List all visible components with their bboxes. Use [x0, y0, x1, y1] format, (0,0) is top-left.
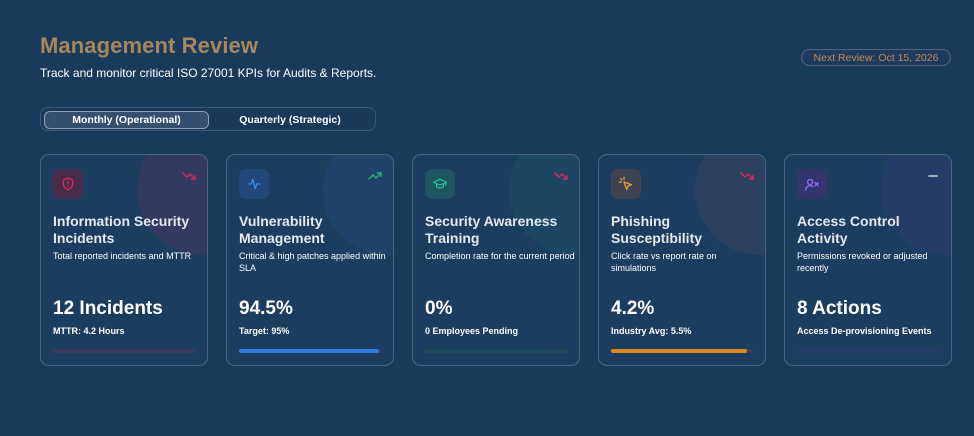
progress-bar — [797, 349, 939, 353]
graduation-cap-icon — [425, 169, 455, 199]
kpi-card-security-incidents[interactable]: Information Security Incidents Total rep… — [40, 154, 208, 366]
card-title: Vulnerability Management — [239, 213, 325, 246]
card-description: Total reported incidents and MTTR — [53, 251, 192, 261]
card-value: 8 Actions — [797, 298, 882, 319]
card-value: 12 Incidents — [53, 298, 163, 319]
trend-up-icon — [368, 168, 382, 180]
card-title: Information Security Incidents — [53, 213, 190, 246]
shield-icon — [53, 169, 83, 199]
trend-down-icon — [554, 168, 568, 180]
progress-bar — [239, 349, 381, 353]
card-title: Access Control Activity — [797, 213, 900, 246]
tab-quarterly[interactable]: Quarterly (Strategic) — [239, 114, 341, 126]
next-review-badge: Next Review: Oct 15, 2026 — [801, 49, 951, 66]
period-tabs: Monthly (Operational) Quarterly (Strateg… — [40, 107, 376, 131]
dash-icon — [926, 168, 940, 178]
page-subtitle: Track and monitor critical ISO 27001 KPI… — [40, 66, 377, 80]
activity-icon — [239, 169, 269, 199]
kpi-card-vulnerability-management[interactable]: Vulnerability Management Critical & high… — [226, 154, 394, 366]
kpi-card-access-control[interactable]: Access Control Activity Permissions revo… — [784, 154, 952, 366]
card-subtext: MTTR: 4.2 Hours — [53, 326, 125, 336]
cursor-click-icon — [611, 169, 641, 199]
card-description: Permissions revoked or adjusted recently — [797, 251, 928, 273]
trend-down-icon — [182, 168, 196, 180]
card-description: Completion rate for the current period — [425, 251, 575, 261]
card-value: 94.5% — [239, 298, 293, 319]
progress-fill — [611, 349, 747, 353]
card-subtext: Access De-provisioning Events — [797, 326, 932, 336]
progress-bar — [53, 349, 195, 353]
page-title: Management Review — [40, 33, 259, 58]
progress-fill — [239, 349, 379, 353]
card-title: Security Awareness Training — [425, 213, 558, 246]
progress-bar — [611, 349, 753, 353]
card-value: 4.2% — [611, 298, 655, 319]
card-subtext: 0 Employees Pending — [425, 326, 519, 336]
card-description: Critical & high patches applied within S… — [239, 251, 386, 273]
card-subtext: Target: 95% — [239, 326, 290, 336]
card-title: Phishing Susceptibility — [611, 213, 703, 246]
user-x-icon — [797, 169, 827, 199]
kpi-card-security-awareness[interactable]: Security Awareness Training Completion r… — [412, 154, 580, 366]
progress-bar — [425, 349, 567, 353]
card-value: 0% — [425, 298, 453, 319]
tab-monthly[interactable]: Monthly (Operational) — [44, 111, 209, 129]
card-description: Click rate vs report rate on simulations — [611, 251, 717, 273]
card-subtext: Industry Avg: 5.5% — [611, 326, 692, 336]
trend-down-icon — [740, 168, 754, 180]
kpi-card-phishing-susceptibility[interactable]: Phishing Susceptibility Click rate vs re… — [598, 154, 766, 366]
